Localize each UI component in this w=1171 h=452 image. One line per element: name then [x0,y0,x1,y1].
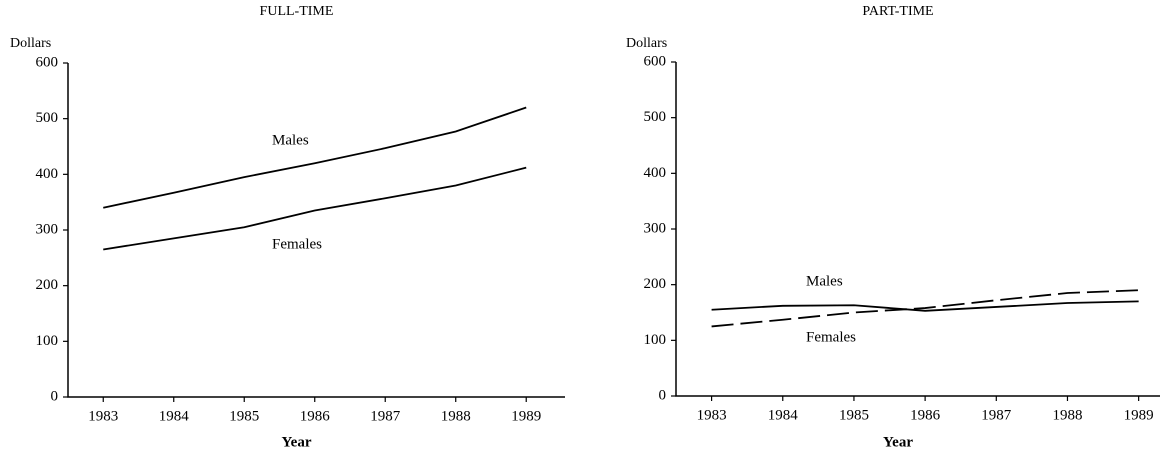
x-tick-label: 1986 [910,407,941,423]
axes [675,62,1160,397]
y-tick-label: 600 [36,54,59,70]
y-tick-label: 500 [36,110,59,126]
x-axis-label: Year [282,434,312,450]
x-tick-label: 1983 [697,407,727,423]
series-label: Males [272,132,309,148]
y-tick-label: 200 [644,276,667,292]
x-tick-label: 1984 [159,408,190,424]
y-tick-label: 300 [36,221,59,237]
series-line [711,289,1139,328]
x-tick-label: 1985 [229,408,259,424]
x-tick-label: 1989 [1124,407,1154,423]
y-tick-label: 200 [36,277,59,293]
x-axis-label: Year [883,434,913,450]
y-axis-label: Dollars [626,36,667,51]
y-tick-label: 400 [644,165,667,181]
y-tick-label: 100 [36,333,59,349]
x-tick-label: 1983 [88,408,118,424]
series-line [103,106,527,209]
y-axis-label: Dollars [10,36,51,51]
chart-title: PART-TIME [862,4,933,19]
y-tick-label: 100 [644,332,667,348]
x-tick-label: 1988 [441,408,471,424]
x-tick-label: 1988 [1052,407,1082,423]
y-tick-label: 400 [36,166,59,182]
y-tick-label: 0 [51,388,59,404]
x-tick-label: 1984 [768,407,799,423]
y-tick-label: 600 [644,53,667,69]
x-tick-label: 1989 [511,408,541,424]
axes [67,63,565,398]
x-tick-label: 1985 [839,407,869,423]
series-label: Females [272,236,322,252]
series-line [103,166,527,251]
y-tick-label: 300 [644,220,667,236]
series-label: Females [806,329,856,345]
x-tick-label: 1987 [370,408,401,424]
series-label: Males [806,273,843,289]
chart-title: FULL-TIME [260,4,334,19]
y-tick-label: 500 [644,109,667,125]
y-tick-label: 0 [659,387,667,403]
x-tick-label: 1987 [981,407,1012,423]
x-tick-label: 1986 [300,408,331,424]
series-line [711,300,1139,312]
